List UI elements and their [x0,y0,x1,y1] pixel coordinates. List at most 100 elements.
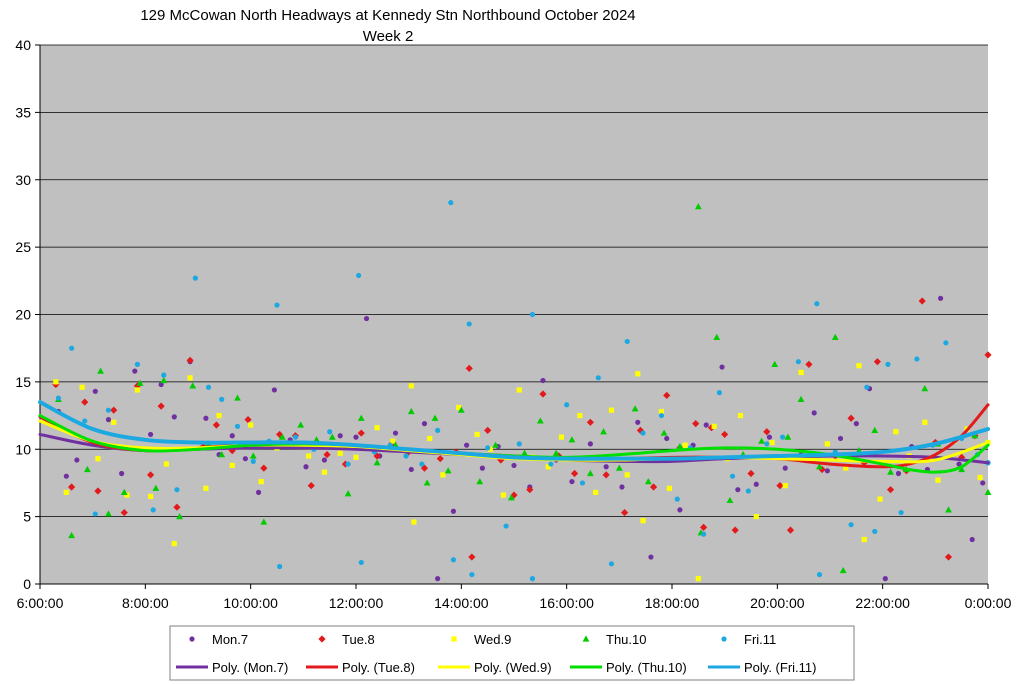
data-point [824,468,830,474]
data-point [507,494,515,501]
data-point [721,430,729,439]
data-point [456,404,462,411]
data-point [944,553,953,561]
data-point [307,482,315,490]
data-point [69,345,75,351]
y-tick-label: 5 [23,509,31,525]
data-point [212,421,221,429]
data-point [615,464,623,471]
data-point [171,540,177,547]
data-point [92,388,98,394]
data-point [640,518,646,524]
data-point [695,576,701,582]
data-point [250,458,256,464]
data-point [484,426,492,434]
data-point [327,429,333,435]
data-point [189,382,197,389]
data-point [539,390,547,398]
y-tick-label: 40 [15,37,31,53]
data-point [545,464,551,470]
data-point [798,369,804,376]
data-point [766,434,773,440]
data-point [780,434,786,440]
data-point [795,359,802,365]
legend-item-trend-4: Poly. (Fri.11) [708,660,816,675]
data-point [816,571,823,578]
data-point [276,430,284,439]
data-point [134,361,141,367]
legend-marker [189,636,195,642]
legend: Mon.7 Tue.8 Wed.9 Thu.10 Fri.11 Poly. (Mon.7)… [176,632,816,675]
data-point [374,425,380,431]
data-point [701,531,707,537]
data-point [922,419,928,425]
data-point [150,507,156,513]
data-point [711,423,717,429]
data-point [353,454,359,460]
data-point [558,434,564,440]
data-point [173,503,181,511]
series-thu-10 [55,203,992,574]
data-point [536,417,544,424]
data-point [120,508,128,517]
data-point [861,536,867,543]
data-point [608,407,615,413]
data-point [703,422,709,428]
data-point [816,463,823,470]
data-point [945,506,952,513]
data-point [474,431,480,438]
data-point [811,410,817,416]
data-point [74,457,80,463]
data-point [782,465,788,471]
data-point [487,446,493,452]
data-point [624,338,630,345]
axes: 0 5 10 15 20 25 30 35 40 6:00:00 8:00:00 10:00:00 12… [15,37,1011,611]
data-point [719,364,725,370]
legend-label: Poly. (Tue.8) [342,660,415,675]
data-point [431,414,439,421]
data-point [700,523,708,532]
data-point [619,484,625,490]
data-point [529,311,536,318]
data-point [228,446,236,455]
data-point [980,480,986,486]
data-point [898,509,904,516]
data-point [423,479,431,486]
legend-marker [318,635,326,643]
data-point [248,422,254,428]
data-point [568,436,576,443]
data-point [943,340,949,346]
data-point [587,441,593,447]
legend-label: Wed.9 [474,632,511,647]
data-point [624,472,630,478]
data-point [887,468,894,475]
data-point [529,576,536,582]
data-point [956,461,962,467]
data-point [479,465,485,471]
data-point [564,402,570,408]
y-tick-label: 10 [15,441,31,457]
data-point [621,508,629,517]
data-point [171,414,177,420]
data-point [848,522,854,528]
data-point [864,384,870,390]
data-point [977,474,983,481]
data-point [971,432,979,439]
data-point [663,391,671,399]
data-point [735,487,741,493]
data-point [105,510,112,517]
data-point [984,351,992,359]
data-point [161,372,167,378]
data-point [105,407,112,413]
data-point [111,419,117,425]
data-point [500,492,507,498]
data-point [373,452,381,460]
data-point [411,519,417,525]
data-point [68,531,75,539]
data-point [292,434,299,440]
data-point [306,453,312,459]
data-point [818,465,826,474]
data-point [110,406,118,414]
data-point [824,441,830,447]
data-point [871,426,879,433]
